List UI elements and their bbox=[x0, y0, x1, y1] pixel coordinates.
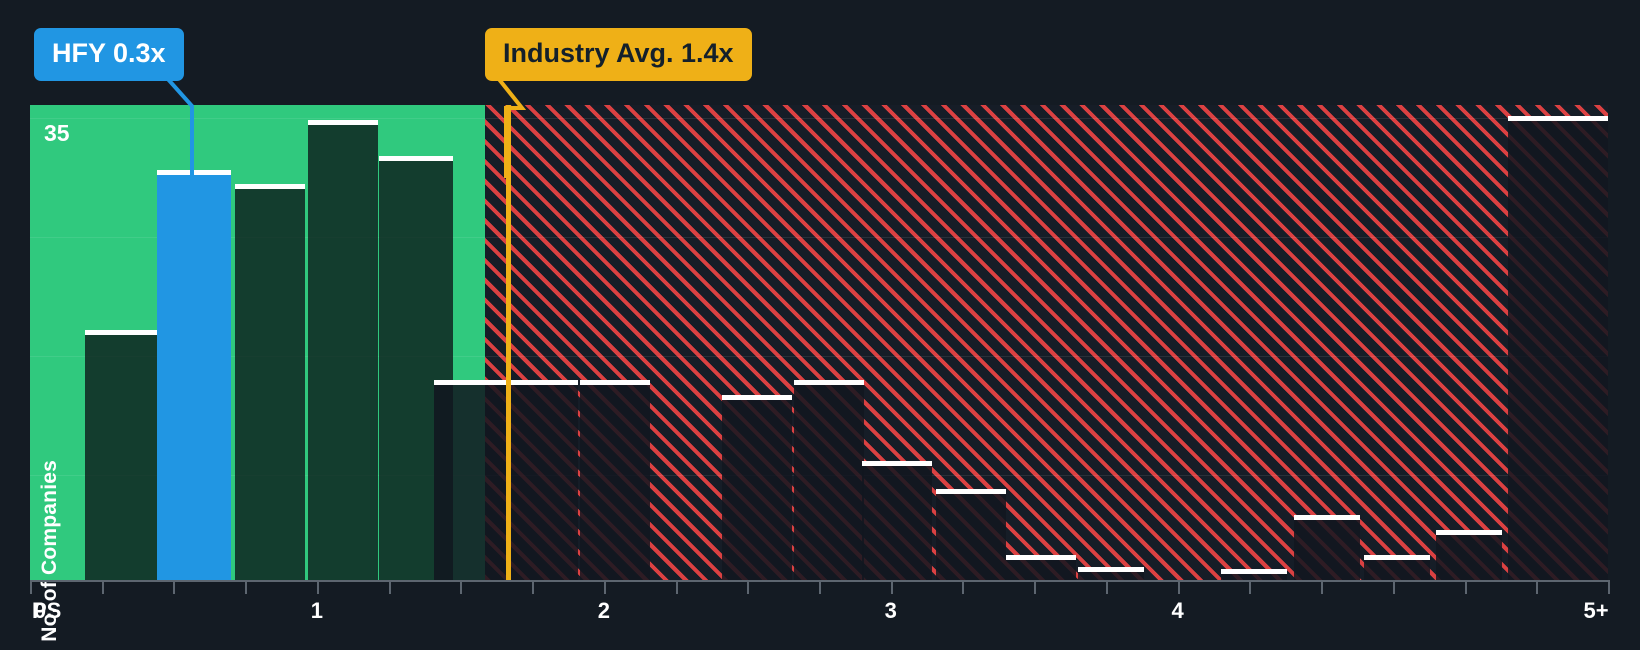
x-axis-label-0: 0 bbox=[33, 598, 47, 623]
x-axis-tick bbox=[316, 580, 319, 594]
industry-average-callout-label: Industry Avg. 1.4x bbox=[503, 38, 734, 68]
bar[interactable] bbox=[1078, 567, 1144, 580]
x-axis-tick bbox=[1249, 580, 1252, 594]
bar[interactable] bbox=[1006, 555, 1076, 580]
x-axis-tick bbox=[1105, 580, 1108, 594]
bar-body bbox=[722, 399, 792, 580]
bar[interactable] bbox=[580, 380, 650, 580]
bar-cap bbox=[379, 156, 453, 161]
x-axis-tick bbox=[388, 580, 391, 594]
x-axis-tick bbox=[890, 580, 893, 594]
zone-bad bbox=[485, 105, 1608, 580]
bar[interactable] bbox=[508, 380, 578, 580]
bar[interactable] bbox=[862, 461, 932, 580]
gridline-1 bbox=[30, 237, 1608, 238]
industry-leader-line bbox=[488, 68, 527, 178]
bar-cap bbox=[722, 395, 792, 400]
industry-average-line bbox=[506, 105, 511, 580]
bar-body bbox=[508, 384, 578, 580]
bar-body bbox=[157, 174, 231, 580]
bar[interactable] bbox=[1294, 515, 1360, 580]
bar-cap bbox=[1294, 515, 1360, 520]
bar-hfy-highlight[interactable] bbox=[157, 170, 231, 580]
x-axis-label-2: 2 bbox=[597, 598, 610, 623]
x-axis-tick bbox=[1177, 580, 1180, 594]
x-axis-tick bbox=[1608, 580, 1610, 594]
x-axis-label-1: 1 bbox=[310, 598, 324, 623]
y-axis-max-label: 35 bbox=[44, 120, 70, 146]
bar-cap bbox=[434, 380, 506, 385]
bar-body bbox=[1294, 519, 1360, 580]
bar-cap bbox=[1436, 530, 1502, 535]
plot-area bbox=[30, 105, 1608, 580]
x-axis-tick bbox=[1536, 580, 1539, 594]
bar[interactable] bbox=[434, 380, 506, 580]
bar-cap bbox=[508, 380, 578, 385]
bar-body bbox=[1364, 559, 1430, 580]
bar[interactable] bbox=[1436, 530, 1502, 580]
bar-cap bbox=[580, 380, 650, 385]
bar-body bbox=[85, 334, 157, 580]
bar[interactable] bbox=[235, 184, 305, 580]
x-axis-tick bbox=[101, 580, 104, 594]
hfy-leader-line bbox=[156, 68, 194, 178]
bar-body bbox=[580, 384, 650, 580]
x-axis-label-5plus: 5+ bbox=[1583, 598, 1609, 623]
bar[interactable] bbox=[1508, 116, 1608, 580]
bar-body bbox=[862, 465, 932, 580]
x-axis-tick bbox=[173, 580, 176, 594]
x-axis-tick bbox=[819, 580, 821, 594]
bar-cap bbox=[308, 120, 378, 125]
bar-body bbox=[1436, 534, 1502, 580]
bar-cap bbox=[1221, 569, 1287, 574]
bar-cap bbox=[1006, 555, 1076, 560]
bar-cap bbox=[1364, 555, 1430, 560]
x-axis-tick bbox=[245, 580, 248, 594]
bar[interactable] bbox=[936, 489, 1006, 580]
x-axis-tick bbox=[1464, 580, 1467, 594]
bar-cap bbox=[85, 330, 157, 335]
bar-cap bbox=[794, 380, 864, 385]
hfy-callout[interactable]: HFY 0.3x bbox=[34, 28, 184, 81]
bar-cap bbox=[1078, 567, 1144, 572]
x-axis-prefix-label: PS bbox=[32, 598, 62, 623]
x-axis-tick bbox=[30, 580, 32, 594]
bar-body bbox=[1508, 120, 1608, 580]
bar[interactable] bbox=[722, 395, 792, 580]
x-axis-tick bbox=[675, 580, 678, 594]
x-axis-tick bbox=[747, 580, 750, 594]
bar-body bbox=[1006, 559, 1076, 580]
industry-average-callout[interactable]: Industry Avg. 1.4x bbox=[485, 28, 752, 81]
bar-cap bbox=[1508, 116, 1608, 121]
bar-body bbox=[794, 384, 864, 580]
bar[interactable] bbox=[308, 120, 378, 580]
gridline-0 bbox=[30, 118, 1608, 119]
x-axis-tick bbox=[460, 580, 463, 594]
bar-body bbox=[434, 384, 506, 580]
bar-body bbox=[1078, 571, 1144, 580]
x-axis-tick bbox=[1392, 580, 1395, 594]
gridline-2 bbox=[30, 356, 1608, 357]
bar[interactable] bbox=[1364, 555, 1430, 580]
x-axis-tick bbox=[532, 580, 535, 594]
bar-cap bbox=[936, 489, 1006, 494]
bar-body bbox=[1221, 573, 1287, 580]
bar-body bbox=[936, 493, 1006, 580]
bar[interactable] bbox=[85, 330, 157, 580]
bar-body bbox=[235, 188, 305, 580]
bar-cap bbox=[235, 184, 305, 189]
bar[interactable] bbox=[794, 380, 864, 580]
x-axis-label-3: 3 bbox=[884, 598, 897, 623]
bar-body bbox=[308, 124, 378, 580]
x-axis-tick bbox=[1034, 580, 1037, 594]
x-axis-tick bbox=[603, 580, 606, 594]
bar-cap bbox=[862, 461, 932, 466]
hfy-callout-label: HFY 0.3x bbox=[52, 38, 166, 68]
bar[interactable] bbox=[1221, 569, 1287, 580]
x-axis-label-4: 4 bbox=[1171, 598, 1184, 623]
x-axis-tick bbox=[962, 580, 965, 594]
x-axis-tick bbox=[1321, 580, 1324, 594]
